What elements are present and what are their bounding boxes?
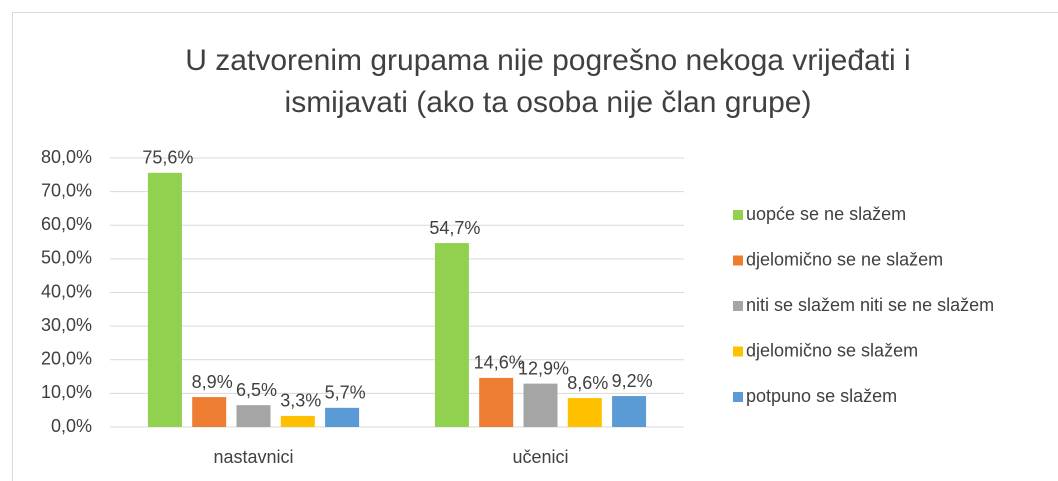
x-tick-label: učenici <box>512 447 568 467</box>
data-label: 54,7% <box>429 218 480 238</box>
bar <box>236 405 271 427</box>
legend-label: djelomično se ne slažem <box>746 249 943 269</box>
chart-title: ismijavati (ako ta osoba nije član grupe… <box>285 86 812 119</box>
x-tick-label: nastavnici <box>213 447 293 467</box>
y-tick-label: 10,0% <box>41 382 92 402</box>
y-tick-label: 60,0% <box>41 214 92 234</box>
data-label: 6,5% <box>236 380 277 400</box>
legend-swatch <box>733 346 743 357</box>
data-label: 9,2% <box>612 371 653 391</box>
legend-swatch <box>733 210 743 220</box>
legend-swatch <box>733 392 743 402</box>
legend-label: potpuno se slažem <box>746 386 897 406</box>
y-tick-label: 20,0% <box>41 349 92 369</box>
bar <box>567 398 602 427</box>
bar <box>523 383 558 427</box>
bar <box>280 415 315 427</box>
legend-label: niti se slažem niti se ne slažem <box>746 295 994 315</box>
legend-swatch <box>733 301 743 311</box>
legend-swatch <box>733 255 743 266</box>
chart-title: U zatvorenim grupama nije pogrešno nekog… <box>185 44 910 77</box>
y-tick-label: 30,0% <box>41 315 92 335</box>
bar <box>325 407 360 427</box>
legend-label: djelomično se slažem <box>746 340 918 360</box>
y-tick-label: 40,0% <box>41 281 92 301</box>
data-label: 5,7% <box>325 383 366 403</box>
data-label: 8,6% <box>567 373 608 393</box>
bar <box>147 172 182 427</box>
data-label: 3,3% <box>280 391 321 411</box>
data-label: 75,6% <box>142 148 193 168</box>
data-label: 14,6% <box>474 353 525 373</box>
data-label: 8,9% <box>192 372 233 392</box>
bar <box>479 377 514 427</box>
bar <box>192 397 227 427</box>
y-tick-label: 50,0% <box>41 248 92 268</box>
y-tick-label: 70,0% <box>41 180 92 200</box>
bar <box>434 243 469 427</box>
y-tick-label: 80,0% <box>41 147 92 167</box>
bar <box>612 396 647 427</box>
data-label: 12,9% <box>518 358 569 378</box>
y-tick-label: 0,0% <box>51 416 92 436</box>
legend-label: uopće se ne slažem <box>746 204 906 224</box>
